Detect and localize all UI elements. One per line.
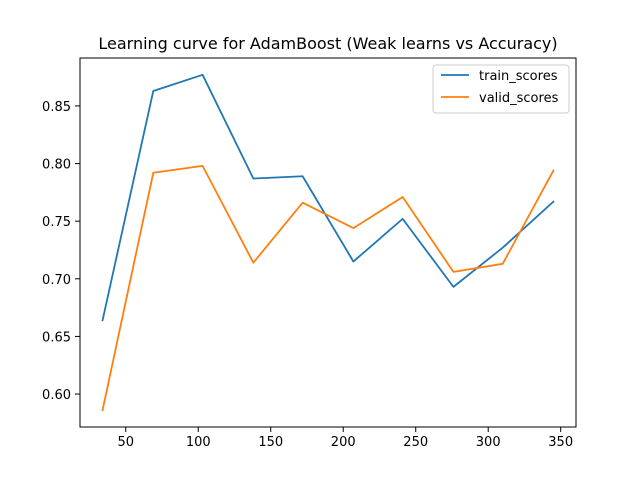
y-tick-label: 0.80 [42,158,71,173]
y-axis: 0.60 0.65 0.70 0.75 0.80 0.85 [42,100,80,403]
x-tick-label: 250 [403,435,428,450]
legend-label: valid_scores [479,91,559,106]
x-tick-label: 100 [186,435,211,450]
y-tick-label: 0.65 [42,330,71,345]
legend-label: train_scores [479,69,558,84]
x-tick-label: 300 [476,435,501,450]
y-tick-label: 0.70 [42,273,71,288]
legend-box [432,64,570,114]
y-tick-label: 0.85 [42,100,71,115]
plot-series-group [101,73,555,412]
legend: train_scores valid_scores [432,64,570,114]
x-tick-label: 350 [548,435,573,450]
x-tick-label: 150 [258,435,283,450]
x-tick-label: 50 [117,435,134,450]
chart-title: Learning curve for AdamBoost (Weak learn… [98,34,557,53]
x-tick-label: 200 [331,435,356,450]
axes-frame [79,57,577,428]
series-line-valid-scores [101,164,555,412]
y-tick-label: 0.75 [42,215,71,230]
x-axis: 50 100 150 200 250 300 350 [117,427,573,450]
y-tick-label: 0.60 [42,388,71,403]
